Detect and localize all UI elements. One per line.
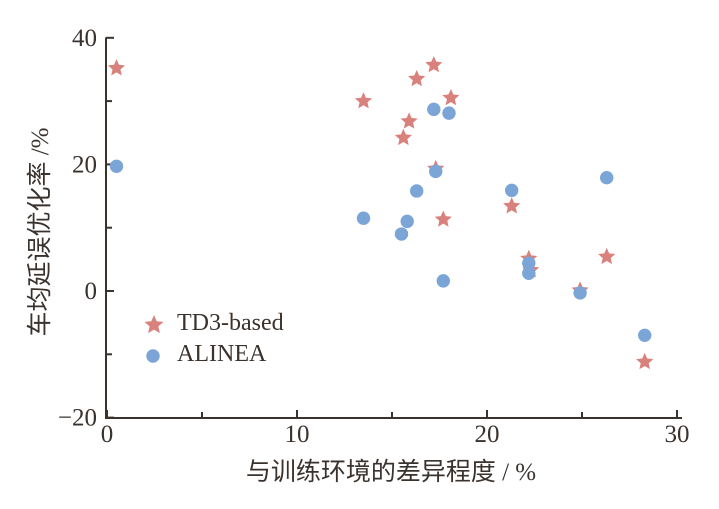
alinea-point bbox=[400, 214, 414, 229]
alinea-point bbox=[505, 183, 519, 198]
circle-glyph bbox=[146, 348, 160, 363]
y-axis-title: 车均延误优化率 /% bbox=[27, 127, 54, 337]
legend-item-alinea: ALINEA bbox=[141, 339, 284, 370]
td3-based-point bbox=[434, 210, 452, 227]
legend: TD3-based ALINEA bbox=[141, 308, 284, 370]
td3-based-point bbox=[400, 112, 418, 129]
alinea-point bbox=[429, 164, 443, 179]
alinea-point bbox=[522, 266, 536, 280]
y-tick-label: 0 bbox=[85, 278, 98, 305]
alinea-point bbox=[522, 256, 536, 270]
alinea-point bbox=[394, 227, 409, 241]
legend-label-alinea: ALINEA bbox=[177, 341, 267, 367]
alinea-point bbox=[600, 170, 614, 185]
x-tick-label: 30 bbox=[665, 421, 690, 448]
td3-based-point bbox=[394, 128, 412, 146]
alinea-point bbox=[427, 102, 441, 117]
td3-based-point bbox=[408, 69, 426, 87]
x-tick-label: 10 bbox=[285, 421, 310, 448]
alinea-point bbox=[356, 211, 371, 225]
star-icon bbox=[144, 314, 164, 333]
circle-icon bbox=[146, 348, 160, 363]
x-tick-label: 20 bbox=[475, 421, 500, 448]
legend-label-td3-based: TD3-based bbox=[177, 310, 284, 336]
td3-based-point bbox=[107, 59, 126, 76]
y-tick-label: −20 bbox=[58, 405, 97, 432]
alinea-point bbox=[638, 328, 652, 343]
alinea-point bbox=[436, 274, 450, 288]
td3-based-point bbox=[442, 88, 460, 106]
td3-based-point bbox=[636, 352, 654, 370]
y-tick-label: 20 bbox=[72, 151, 97, 178]
star-glyph bbox=[144, 314, 164, 333]
td3-based-point bbox=[354, 92, 373, 109]
alinea-point bbox=[109, 159, 124, 173]
y-tick-label: 40 bbox=[72, 25, 97, 52]
alinea-point bbox=[442, 106, 456, 120]
alinea-point bbox=[410, 184, 424, 198]
td3-based-point bbox=[425, 56, 443, 73]
alinea-point bbox=[573, 286, 587, 300]
td3-based-point bbox=[503, 197, 521, 214]
x-tick-label: 0 bbox=[101, 421, 114, 448]
legend-item-td3-based: TD3-based bbox=[141, 308, 284, 339]
td3-based-point bbox=[598, 247, 616, 265]
x-axis-title: 与训练环境的差异程度 / % bbox=[245, 459, 537, 486]
